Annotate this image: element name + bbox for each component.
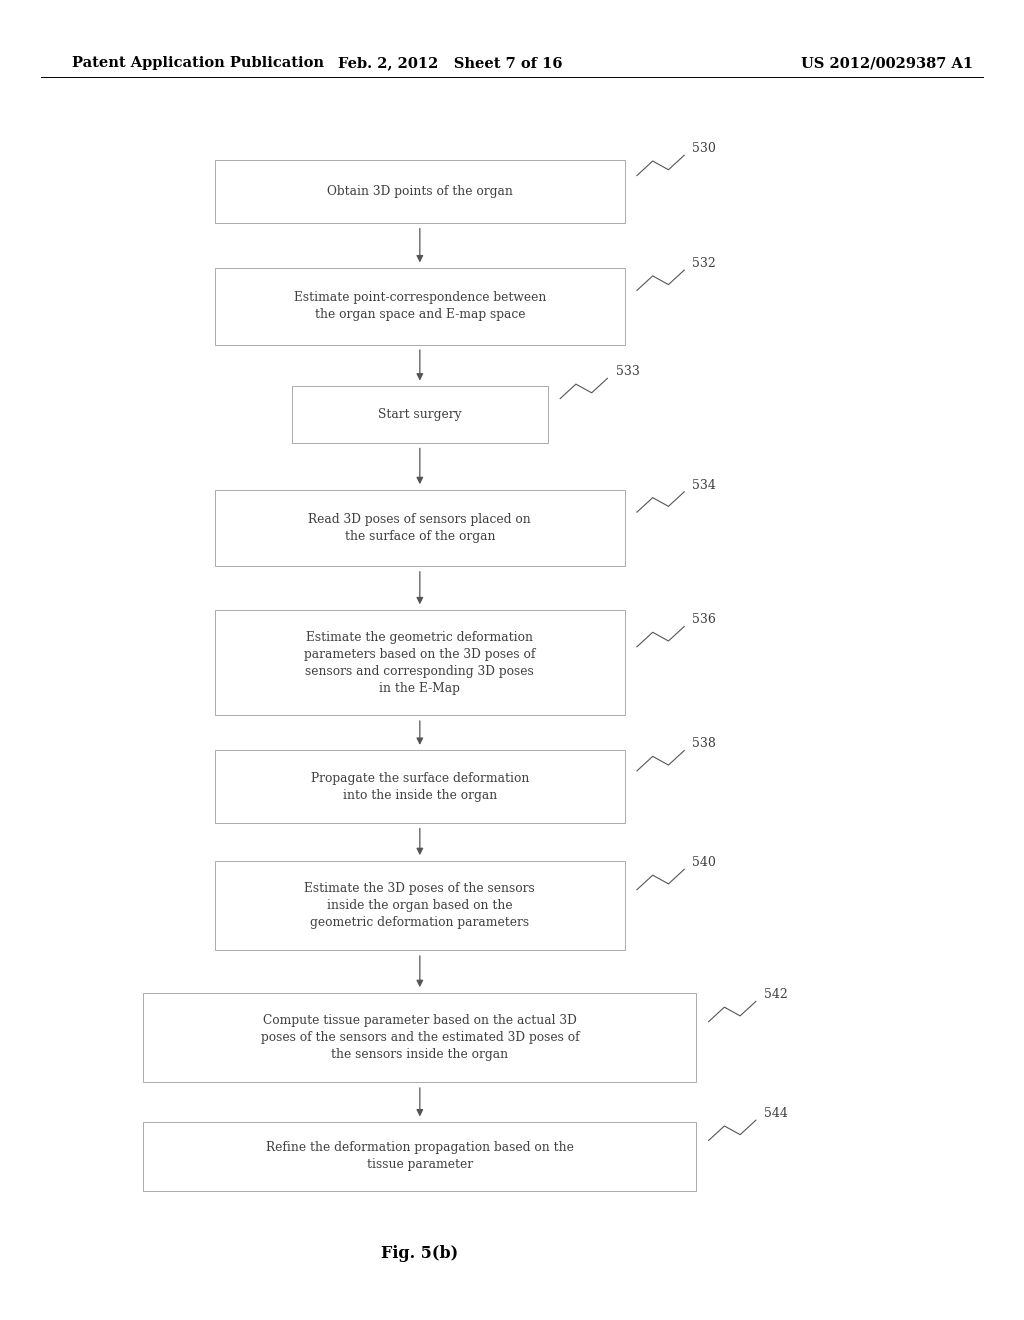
Text: 544: 544 xyxy=(764,1107,788,1121)
Text: Estimate the 3D poses of the sensors
inside the organ based on the
geometric def: Estimate the 3D poses of the sensors ins… xyxy=(304,882,536,929)
Text: 530: 530 xyxy=(692,143,717,156)
FancyBboxPatch shape xyxy=(215,490,625,566)
FancyBboxPatch shape xyxy=(143,993,696,1082)
Text: Patent Application Publication: Patent Application Publication xyxy=(72,57,324,70)
FancyBboxPatch shape xyxy=(292,385,548,442)
Text: 534: 534 xyxy=(692,479,717,492)
Text: Start surgery: Start surgery xyxy=(378,408,462,421)
Text: Estimate point-correspondence between
the organ space and E-map space: Estimate point-correspondence between th… xyxy=(294,292,546,321)
FancyBboxPatch shape xyxy=(215,268,625,345)
Text: Feb. 2, 2012   Sheet 7 of 16: Feb. 2, 2012 Sheet 7 of 16 xyxy=(338,57,563,70)
Text: Propagate the surface deformation
into the inside the organ: Propagate the surface deformation into t… xyxy=(310,772,529,801)
Text: Fig. 5(b): Fig. 5(b) xyxy=(381,1246,459,1262)
Text: 538: 538 xyxy=(692,738,717,751)
Text: US 2012/0029387 A1: US 2012/0029387 A1 xyxy=(801,57,973,70)
Text: Obtain 3D points of the organ: Obtain 3D points of the organ xyxy=(327,185,513,198)
Text: 532: 532 xyxy=(692,257,716,271)
FancyBboxPatch shape xyxy=(215,750,625,824)
Text: 533: 533 xyxy=(615,366,640,379)
FancyBboxPatch shape xyxy=(215,861,625,950)
Text: Read 3D poses of sensors placed on
the surface of the organ: Read 3D poses of sensors placed on the s… xyxy=(308,513,531,543)
Text: 536: 536 xyxy=(692,614,717,627)
FancyBboxPatch shape xyxy=(143,1122,696,1191)
Text: Refine the deformation propagation based on the
tissue parameter: Refine the deformation propagation based… xyxy=(266,1142,573,1171)
Text: Estimate the geometric deformation
parameters based on the 3D poses of
sensors a: Estimate the geometric deformation param… xyxy=(304,631,536,694)
FancyBboxPatch shape xyxy=(215,160,625,223)
FancyBboxPatch shape xyxy=(215,610,625,715)
Text: Compute tissue parameter based on the actual 3D
poses of the sensors and the est: Compute tissue parameter based on the ac… xyxy=(260,1014,580,1061)
Text: 540: 540 xyxy=(692,857,717,870)
Text: 542: 542 xyxy=(764,989,787,1002)
